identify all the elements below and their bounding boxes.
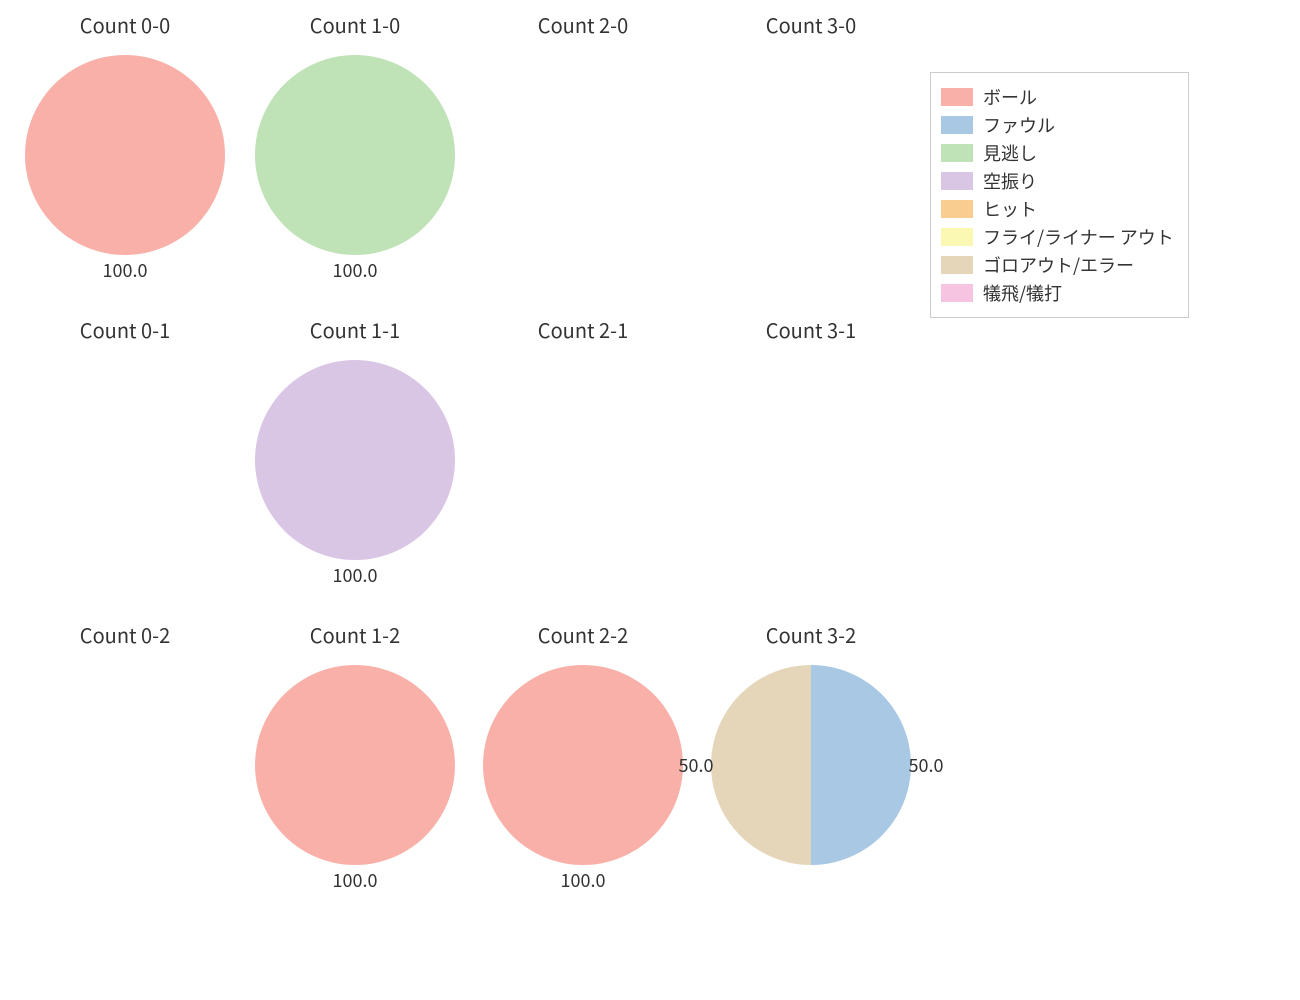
panel-count-2-2: Count 2-2 100.0 xyxy=(468,620,698,930)
panel-count-1-2: Count 1-2 100.0 xyxy=(240,620,470,930)
panel-count-1-1: Count 1-1 100.0 xyxy=(240,315,470,625)
legend-swatch-icon xyxy=(941,284,973,302)
legend-swatch-icon xyxy=(941,88,973,106)
legend-item-hit: ヒット xyxy=(941,195,1174,223)
legend: ボールファウル見逃し空振りヒットフライ/ライナー アウトゴロアウト/エラー犠飛/… xyxy=(930,72,1189,318)
legend-item-ground: ゴロアウト/エラー xyxy=(941,251,1174,279)
panel-title: Count 1-2 xyxy=(310,620,400,649)
legend-item-ball: ボール xyxy=(941,83,1174,111)
panel-count-0-0: Count 0-0 100.0 xyxy=(10,10,240,320)
legend-label: ヒット xyxy=(983,195,1037,223)
legend-swatch-icon xyxy=(941,228,973,246)
pie xyxy=(711,665,911,865)
panel-title: Count 3-0 xyxy=(766,10,856,39)
pie-slice-label: 100.0 xyxy=(561,867,606,893)
pie-slice-label: 100.0 xyxy=(333,867,378,893)
panel-count-2-0: Count 2-0 xyxy=(468,10,698,320)
panel-title: Count 2-0 xyxy=(538,10,628,39)
pie-slice-label: 100.0 xyxy=(103,257,148,283)
panel-count-1-0: Count 1-0 100.0 xyxy=(240,10,470,320)
panel-count-0-1: Count 0-1 xyxy=(10,315,240,625)
panel-count-3-1: Count 3-1 xyxy=(696,315,926,625)
pie xyxy=(483,665,683,865)
panel-title: Count 3-1 xyxy=(766,315,856,344)
legend-swatch-icon xyxy=(941,200,973,218)
legend-swatch-icon xyxy=(941,144,973,162)
panel-title: Count 3-2 xyxy=(766,620,856,649)
legend-swatch-icon xyxy=(941,172,973,190)
panel-title: Count 0-1 xyxy=(80,315,170,344)
legend-label: 犠飛/犠打 xyxy=(983,279,1062,307)
panel-count-0-2: Count 0-2 xyxy=(10,620,240,930)
pie-chart: 100.0 xyxy=(25,55,225,255)
legend-label: ボール xyxy=(983,83,1037,111)
legend-item-flyline: フライ/ライナー アウト xyxy=(941,223,1174,251)
panel-count-3-0: Count 3-0 xyxy=(696,10,926,320)
legend-label: ゴロアウト/エラー xyxy=(983,251,1134,279)
legend-item-sac: 犠飛/犠打 xyxy=(941,279,1174,307)
pie-chart: 50.050.0 xyxy=(711,665,911,865)
legend-label: ファウル xyxy=(983,111,1055,139)
legend-swatch-icon xyxy=(941,256,973,274)
pie-chart: 100.0 xyxy=(255,55,455,255)
pie-chart: 100.0 xyxy=(255,360,455,560)
panel-title: Count 0-2 xyxy=(80,620,170,649)
panel-title: Count 2-1 xyxy=(538,315,628,344)
legend-item-foul: ファウル xyxy=(941,111,1174,139)
legend-label: 空振り xyxy=(983,167,1037,195)
pie xyxy=(255,665,455,865)
legend-swatch-icon xyxy=(941,116,973,134)
pie-slice-label: 100.0 xyxy=(333,562,378,588)
pie-slice-label: 50.0 xyxy=(679,752,714,778)
pie-slice-label: 50.0 xyxy=(909,752,944,778)
panel-count-2-1: Count 2-1 xyxy=(468,315,698,625)
pie xyxy=(255,55,455,255)
pie xyxy=(25,55,225,255)
pie xyxy=(255,360,455,560)
pie-chart: 100.0 xyxy=(483,665,683,865)
panel-title: Count 0-0 xyxy=(80,10,170,39)
legend-label: フライ/ライナー アウト xyxy=(983,223,1174,251)
panel-title: Count 1-0 xyxy=(310,10,400,39)
legend-item-look: 見逃し xyxy=(941,139,1174,167)
pie-chart: 100.0 xyxy=(255,665,455,865)
pie-slice-label: 100.0 xyxy=(333,257,378,283)
legend-item-swing: 空振り xyxy=(941,167,1174,195)
panel-title: Count 2-2 xyxy=(538,620,628,649)
panel-count-3-2: Count 3-2 50.050.0 xyxy=(696,620,926,930)
panel-title: Count 1-1 xyxy=(310,315,400,344)
legend-label: 見逃し xyxy=(983,139,1037,167)
